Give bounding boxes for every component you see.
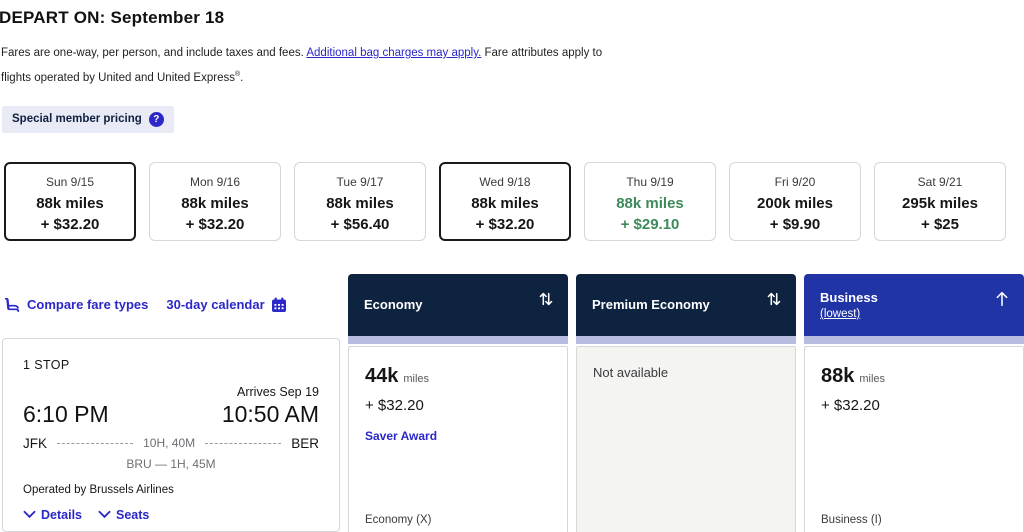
premium-economy-column: Premium Economy Not available (576, 273, 796, 532)
route-dash-line (57, 442, 134, 444)
date-card-day: Thu 9/19 (626, 174, 674, 189)
compare-fare-types-label: Compare fare types (27, 297, 149, 313)
compare-fare-types-link[interactable]: Compare fare types (4, 297, 148, 312)
disclaimer-text-pre: Fares are one-way, per person, and inclu… (1, 47, 307, 59)
special-member-pricing-badge: Special member pricing ? (2, 105, 174, 133)
disclaimer-text-post: Fare attributes apply to flights operate… (1, 47, 603, 84)
date-card-miles: 88k miles (36, 194, 104, 212)
seats-label: Seats (116, 507, 150, 522)
economy-fare-cell[interactable]: 44k miles + $32.20 Saver Award Economy (… (348, 345, 568, 532)
date-card-miles: 200k miles (757, 194, 833, 212)
business-header-sort-button[interactable]: Business (lowest) (804, 273, 1024, 336)
sort-up-down-icon (537, 290, 555, 308)
date-card-day: Tue 9/17 (336, 174, 384, 189)
question-mark-icon[interactable]: ? (148, 111, 164, 127)
premium-economy-header-sort-button[interactable]: Premium Economy (576, 273, 796, 336)
saver-award-link[interactable]: Saver Award (365, 428, 438, 443)
economy-miles-unit: miles (403, 372, 430, 385)
date-card[interactable]: Thu 9/19 88k miles + $29.10 (584, 161, 716, 241)
fare-toolbar: Compare fare types 30-day calendar (2, 274, 340, 336)
seats-toggle[interactable]: Seats (98, 508, 149, 522)
destination-airport-code: BER (291, 435, 319, 451)
arrow-up-icon (993, 290, 1011, 308)
date-card-cash: + $32.20 (185, 215, 245, 233)
date-card-cash: + $29.10 (620, 215, 680, 233)
chevron-down-icon (98, 510, 111, 519)
registered-mark: ® (234, 71, 241, 78)
date-strip: Sun 9/15 88k miles + $32.20 Mon 9/16 88k mil… (4, 161, 1024, 241)
operated-by-label: Operated by Brussels Airlines (23, 483, 174, 496)
date-card-day: Sun 9/15 (45, 174, 95, 189)
chevron-down-icon (23, 510, 36, 519)
date-card-miles: 88k miles (471, 194, 539, 212)
flight-card: 1 STOP Arrives Sep 19 6:10 PM 10:50 AM J… (2, 337, 340, 532)
economy-header-sort-button[interactable]: Economy (348, 273, 568, 336)
premium-economy-header-accent-strip (576, 335, 796, 344)
business-header-accent-strip (804, 335, 1024, 344)
business-header-label: Business (820, 289, 878, 305)
date-card-miles: 88k miles (326, 194, 394, 212)
disclaimer-period: . (240, 71, 244, 84)
details-label: Details (41, 507, 82, 522)
page-title: DEPART ON: September 18 (0, 8, 225, 27)
flight-links-row: Details Seats (23, 508, 319, 522)
seat-icon (4, 297, 21, 313)
date-card-cash: + $32.20 (475, 215, 535, 233)
business-lowest-link[interactable]: (lowest) (820, 307, 861, 320)
calendar-icon (271, 297, 287, 313)
date-card[interactable]: Sat 9/21 295k miles + $25 (874, 161, 1006, 241)
premium-economy-fare-cell: Not available (576, 345, 796, 532)
details-toggle[interactable]: Details (23, 508, 82, 522)
flight-column: Compare fare types 30-day calendar (2, 274, 340, 532)
date-card-day: Sat 9/21 (917, 174, 963, 189)
route-dash-line (205, 442, 282, 444)
route-row: JFK 10H, 40M BER (23, 436, 319, 451)
departure-time: 6:10 PM (23, 400, 109, 427)
date-card-cash: + $25 (921, 215, 959, 233)
date-card-cash: + $56.40 (330, 215, 390, 233)
business-fare-cell[interactable]: 88k miles + $32.20 Business (I) (804, 345, 1024, 532)
economy-column: Economy 44k miles + $32.20 Saver Award E… (348, 273, 568, 532)
date-card-cash: + $32.20 (40, 215, 100, 233)
date-card-day: Fri 9/20 (774, 174, 816, 189)
business-fare-class: Business (I) (821, 513, 882, 526)
not-available-label: Not available (593, 364, 669, 380)
date-card-day: Mon 9/16 (189, 174, 241, 189)
business-miles: 88k (821, 364, 855, 387)
sort-up-down-icon (765, 290, 783, 308)
stops-label: 1 STOP (23, 357, 70, 372)
economy-miles: 44k (365, 364, 399, 387)
fare-disclaimer: Fares are one-way, per person, and inclu… (1, 43, 635, 89)
business-column: Business (lowest) 88k miles + $32.20 Bus… (804, 273, 1024, 532)
arrival-time: 10:50 AM (221, 400, 319, 427)
arrival-date-label: Arrives Sep 19 (237, 384, 319, 399)
layover-info: BRU — 1H, 45M (126, 456, 216, 471)
premium-economy-header-label: Premium Economy (592, 297, 710, 313)
economy-header-label: Economy (364, 297, 423, 313)
business-cash: + $32.20 (821, 396, 880, 414)
thirty-day-calendar-link[interactable]: 30-day calendar (166, 297, 286, 313)
economy-header-accent-strip (348, 335, 568, 344)
date-card[interactable]: Fri 9/20 200k miles + $9.90 (729, 161, 861, 241)
economy-cash: + $32.20 (365, 396, 424, 414)
calendar-link-label: 30-day calendar (166, 297, 265, 313)
times-row: 6:10 PM 10:50 AM (23, 401, 319, 428)
origin-airport-code: JFK (23, 435, 48, 451)
date-card[interactable]: Mon 9/16 88k miles + $32.20 (149, 161, 281, 241)
date-card-miles: 88k miles (616, 194, 684, 212)
date-card-cash: + $9.90 (769, 215, 821, 233)
business-miles-unit: miles (859, 372, 886, 385)
date-card[interactable]: Wed 9/18 88k miles + $32.20 (439, 161, 571, 241)
bag-charges-link[interactable]: Additional bag charges may apply. (306, 47, 482, 59)
date-card-day: Wed 9/18 (479, 174, 531, 189)
date-card-miles: 88k miles (181, 194, 249, 212)
economy-fare-class: Economy (X) (365, 513, 432, 526)
date-card-miles: 295k miles (902, 194, 978, 212)
badge-label: Special member pricing (12, 113, 142, 126)
date-card[interactable]: Sun 9/15 88k miles + $32.20 (4, 161, 136, 241)
fare-table: Compare fare types 30-day calendar (2, 273, 1024, 532)
flight-duration: 10H, 40M (143, 436, 196, 451)
date-card[interactable]: Tue 9/17 88k miles + $56.40 (294, 161, 426, 241)
